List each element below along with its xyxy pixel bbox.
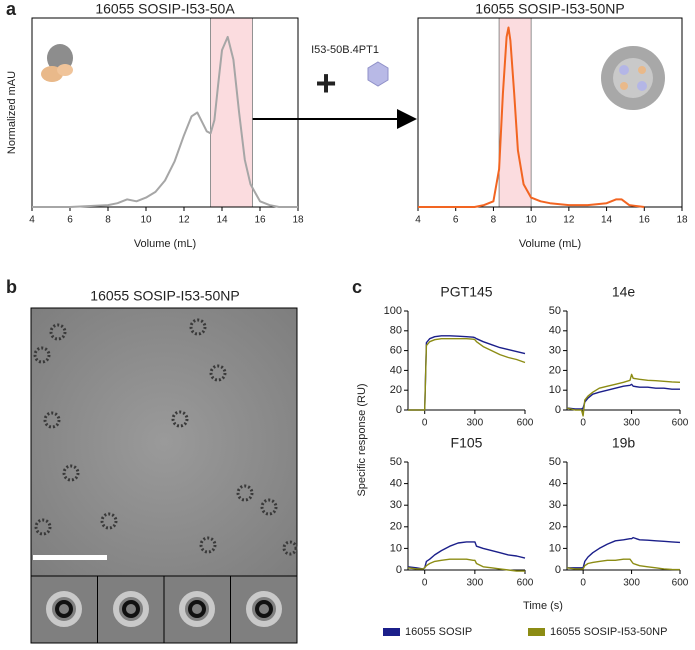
x-axis-label: Volume (mL) [134,238,196,250]
y-tick-label: 0 [555,564,561,576]
series-line [418,26,645,208]
y-tick-label: 50 [390,456,402,468]
y-tick-label: 50 [549,305,561,317]
chart-title: 14e [612,284,636,300]
series-line [408,338,526,411]
y-tick-label: 0 [396,404,402,416]
y-tick-label: 10 [549,384,561,396]
chart-title: 16055 SOSIP-I53-50NP [475,1,624,17]
chart-title: F105 [451,435,483,451]
x-tick-label: 600 [517,418,534,429]
y-tick-label: 10 [390,542,402,554]
y-tick-label: 50 [549,456,561,468]
x-tick-label: 300 [467,418,484,429]
x-tick-label: 14 [216,215,228,226]
chart-title: 16055 SOSIP-I53-50A [95,1,235,17]
series-line [407,541,526,570]
y-tick-label: 0 [396,564,402,576]
y-tick-label: 20 [549,521,561,533]
y-tick-label: 0 [555,404,561,416]
y-tick-label: 20 [390,384,402,396]
class-averages [30,575,298,644]
x-axis-label: Volume (mL) [519,238,581,250]
x-tick-label: 300 [467,578,484,589]
y-tick-label: 30 [549,499,561,511]
y-axis-label: Specific response (RU) [356,383,368,496]
y-tick-label: 60 [390,345,402,357]
x-tick-label: 16 [254,215,266,226]
x-tick-label: 12 [563,215,575,226]
x-tick-label: 6 [67,215,73,226]
y-tick-label: 100 [384,305,402,317]
em-particles [33,318,298,556]
x-tick-label: 4 [415,215,421,226]
legend-swatch [528,628,545,636]
em-image [30,307,298,577]
x-tick-label: 18 [676,215,688,226]
plot-frame [31,17,299,208]
x-tick-label: 600 [517,578,534,589]
protein-icon [367,61,389,87]
highlight-band [210,17,253,208]
x-tick-label: 0 [422,578,428,589]
y-tick-label: 30 [549,345,561,357]
x-tick-label: 18 [292,215,304,226]
y-tick-label: 40 [390,364,402,376]
x-tick-label: 12 [178,215,190,226]
y-tick-label: 40 [549,478,561,490]
y-tick-label: 40 [390,478,402,490]
x-tick-label: 16 [639,215,651,226]
series-line [407,558,525,572]
panel-title: 16055 SOSIP-I53-50NP [90,288,239,304]
series-line [32,35,298,208]
x-tick-label: 10 [526,215,538,226]
series-line [566,373,681,417]
x-tick-label: 6 [453,215,459,226]
x-tick-label: 0 [580,418,586,429]
plot-frame [417,17,683,208]
x-tick-label: 8 [105,215,111,226]
y-tick-label: 30 [390,499,402,511]
panel-label: a [6,0,17,19]
series-line [567,536,681,569]
annotation: I53-50B.4PT1 [311,44,379,56]
legend-swatch [383,628,400,636]
x-tick-label: 8 [491,215,497,226]
x-tick-label: 600 [672,578,689,589]
y-tick-label: 20 [549,364,561,376]
chart-title: 19b [612,435,636,451]
x-axis-label: Time (s) [523,600,563,612]
plus-sign: + [315,63,336,104]
x-tick-label: 300 [623,578,640,589]
panel-label: b [6,277,17,297]
x-tick-label: 300 [623,418,640,429]
legend-label: 16055 SOSIP [405,626,472,638]
legend-label: 16055 SOSIP-I53-50NP [550,626,667,638]
y-axis-label: Normalized mAU [6,71,18,154]
y-tick-label: 10 [549,542,561,554]
x-tick-label: 4 [29,215,35,226]
scale-bar [33,555,107,560]
x-tick-label: 10 [140,215,152,226]
protein-icon [41,44,73,82]
x-tick-label: 14 [601,215,613,226]
series-line [566,558,681,571]
y-tick-label: 80 [390,325,402,337]
x-tick-label: 600 [672,418,689,429]
nanoparticle-icon [601,46,665,110]
chart-title: PGT145 [440,284,492,300]
y-tick-label: 40 [549,325,561,337]
x-tick-label: 0 [580,578,586,589]
x-tick-label: 0 [422,418,428,429]
panel-label: c [352,277,362,297]
y-tick-label: 20 [390,521,402,533]
